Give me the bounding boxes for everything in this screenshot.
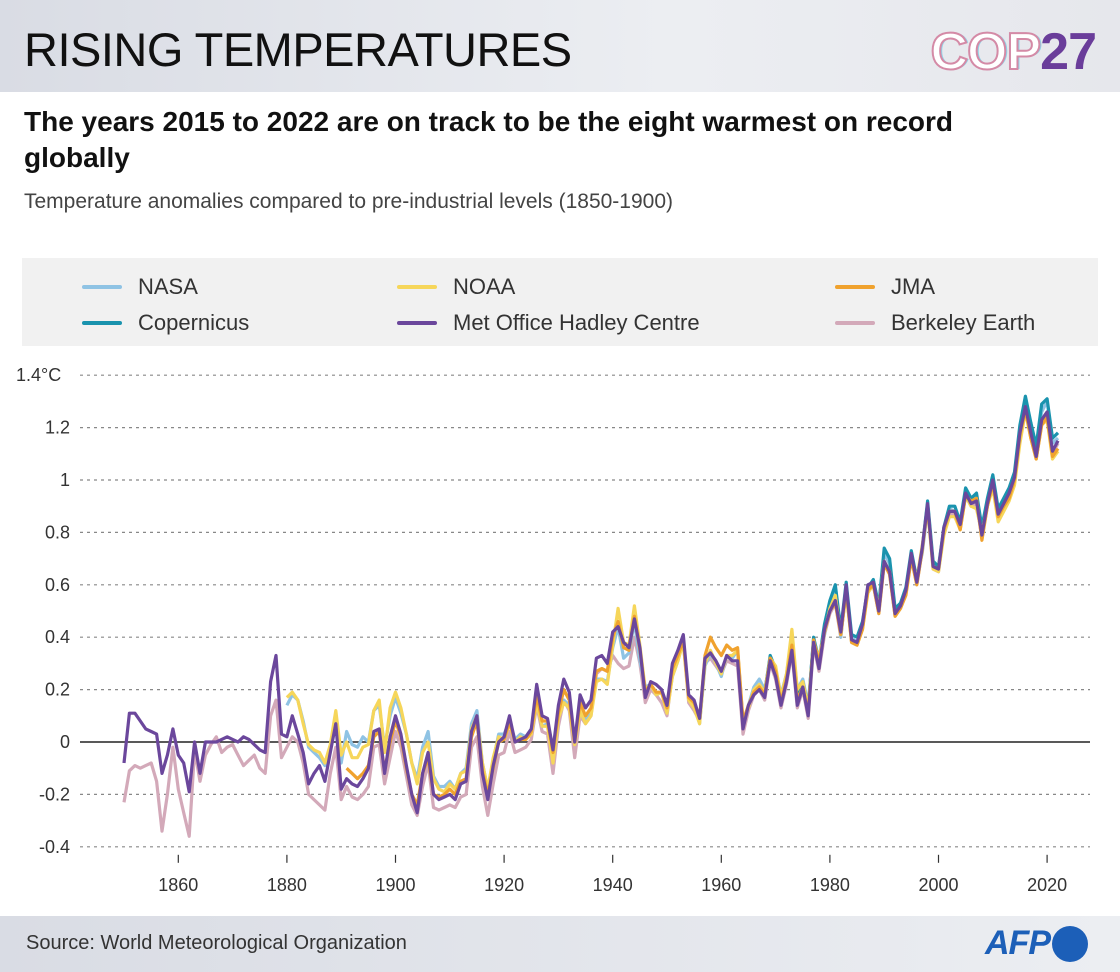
x-tick-label: 1980 (810, 875, 850, 895)
legend-swatch (397, 285, 437, 289)
footer-band: Source: World Meteorological Organizatio… (0, 916, 1120, 972)
legend-item-noaa: NOAA (397, 274, 515, 300)
x-tick-label: 1900 (375, 875, 415, 895)
series-line-copernicus (758, 394, 1060, 710)
legend-label: JMA (891, 274, 935, 299)
y-tick-label: 1.4°C (16, 365, 61, 385)
legend-label: NASA (138, 274, 198, 299)
logo-cop: COP (929, 22, 1042, 82)
y-tick-label: 0 (60, 732, 70, 752)
chart-description: Temperature anomalies compared to pre-in… (24, 190, 674, 213)
series-line-jma (345, 407, 1060, 807)
afp-logo: AFP (985, 924, 1088, 963)
chart-subtitle: The years 2015 to 2022 are on track to b… (24, 106, 954, 173)
source-note: Source: World Meteorological Organizatio… (26, 932, 407, 954)
series-line-met-office-hadley-centre (122, 404, 1060, 815)
afp-logo-dot (1052, 925, 1088, 962)
legend-item-nasa: NASA (82, 274, 198, 300)
y-tick-label: 1.2 (45, 418, 70, 438)
series-line-nasa (285, 399, 1060, 791)
x-tick-label: 1920 (484, 875, 524, 895)
legend: NASA NOAA JMA Copernicus Met Office Hadl… (22, 258, 1098, 346)
line-chart: -0.4 -0.2 0 0.2 0.4 0.6 0.8 1 1.2 1.4°C 1860 1880 19… (16, 365, 1090, 895)
page-title: RISING TEMPERATURES (24, 23, 572, 76)
y-tick-label: 0.8 (45, 522, 70, 542)
x-tick-label: 1880 (267, 875, 307, 895)
legend-label: NOAA (453, 274, 516, 299)
legend-item-met-office: Met Office Hadley Centre (397, 310, 700, 336)
legend-swatch (82, 321, 122, 325)
x-tick-label: 2000 (918, 875, 958, 895)
legend-item-copernicus: Copernicus (82, 310, 249, 336)
cop27-logo: COP27 (929, 22, 1097, 82)
y-tick-label: -0.2 (39, 784, 70, 804)
legend-label: Copernicus (138, 310, 250, 335)
legend-swatch (835, 285, 875, 289)
legend-label: Berkeley Earth (891, 310, 1036, 335)
legend-item-berkeley: Berkeley Earth (835, 310, 1035, 336)
header-band: RISING TEMPERATURES COP27 (0, 0, 1120, 92)
series-line-berkeley-earth (122, 407, 1060, 838)
y-tick-label: 0.4 (45, 627, 70, 647)
x-tick-label: 2020 (1027, 875, 1067, 895)
afp-logo-text: AFP (985, 924, 1051, 962)
legend-swatch (397, 321, 437, 325)
logo-27: 27 (1040, 23, 1097, 81)
y-tick-label: 0.6 (45, 575, 70, 595)
y-tick-label: -0.4 (39, 837, 70, 857)
x-tick-label: 1860 (158, 875, 198, 895)
legend-item-jma: JMA (835, 274, 935, 300)
legend-swatch (835, 321, 875, 325)
y-tick-label: 1 (60, 470, 70, 490)
x-tick-label: 1960 (701, 875, 741, 895)
y-tick-label: 0.2 (45, 680, 70, 700)
x-tick-label: 1940 (593, 875, 633, 895)
legend-label: Met Office Hadley Centre (453, 310, 700, 335)
legend-swatch (82, 285, 122, 289)
